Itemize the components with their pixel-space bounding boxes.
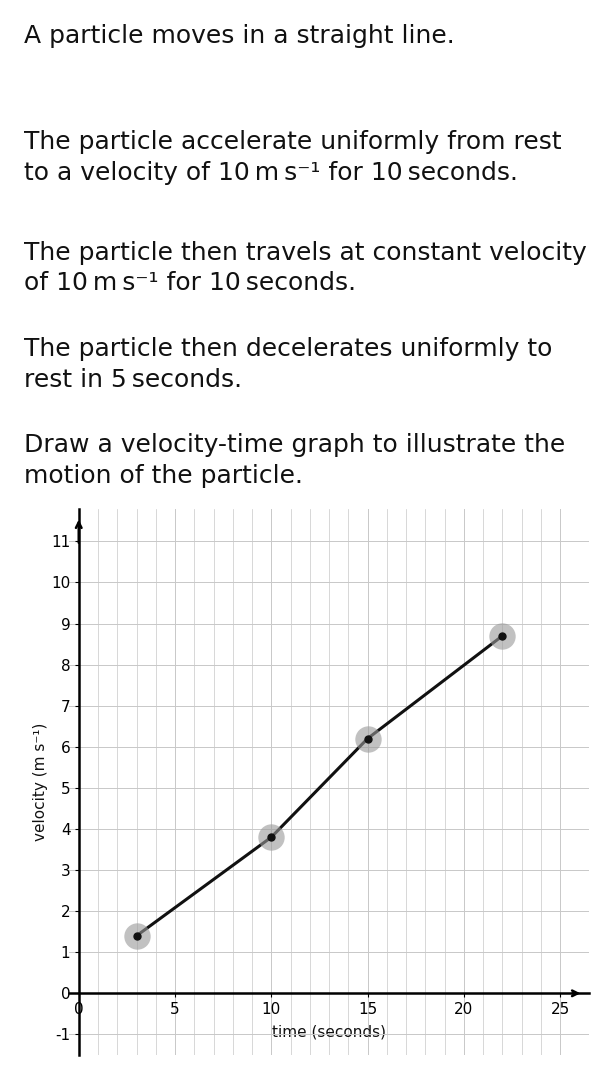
Text: The particle accelerate uniformly from rest
to a velocity of 10 m s⁻¹ for 10 sec: The particle accelerate uniformly from r…: [24, 130, 562, 185]
X-axis label: time (seconds): time (seconds): [272, 1025, 386, 1040]
Text: The particle then decelerates uniformly to
rest in 5 seconds.: The particle then decelerates uniformly …: [24, 337, 552, 392]
Y-axis label: velocity (m s⁻¹): velocity (m s⁻¹): [34, 723, 49, 841]
Text: The particle then travels at constant velocity
of 10 m s⁻¹ for 10 seconds.: The particle then travels at constant ve…: [24, 240, 587, 295]
Text: Draw a velocity-time graph to illustrate the
motion of the particle.: Draw a velocity-time graph to illustrate…: [24, 433, 566, 488]
Text: A particle moves in a straight line.: A particle moves in a straight line.: [24, 24, 455, 48]
